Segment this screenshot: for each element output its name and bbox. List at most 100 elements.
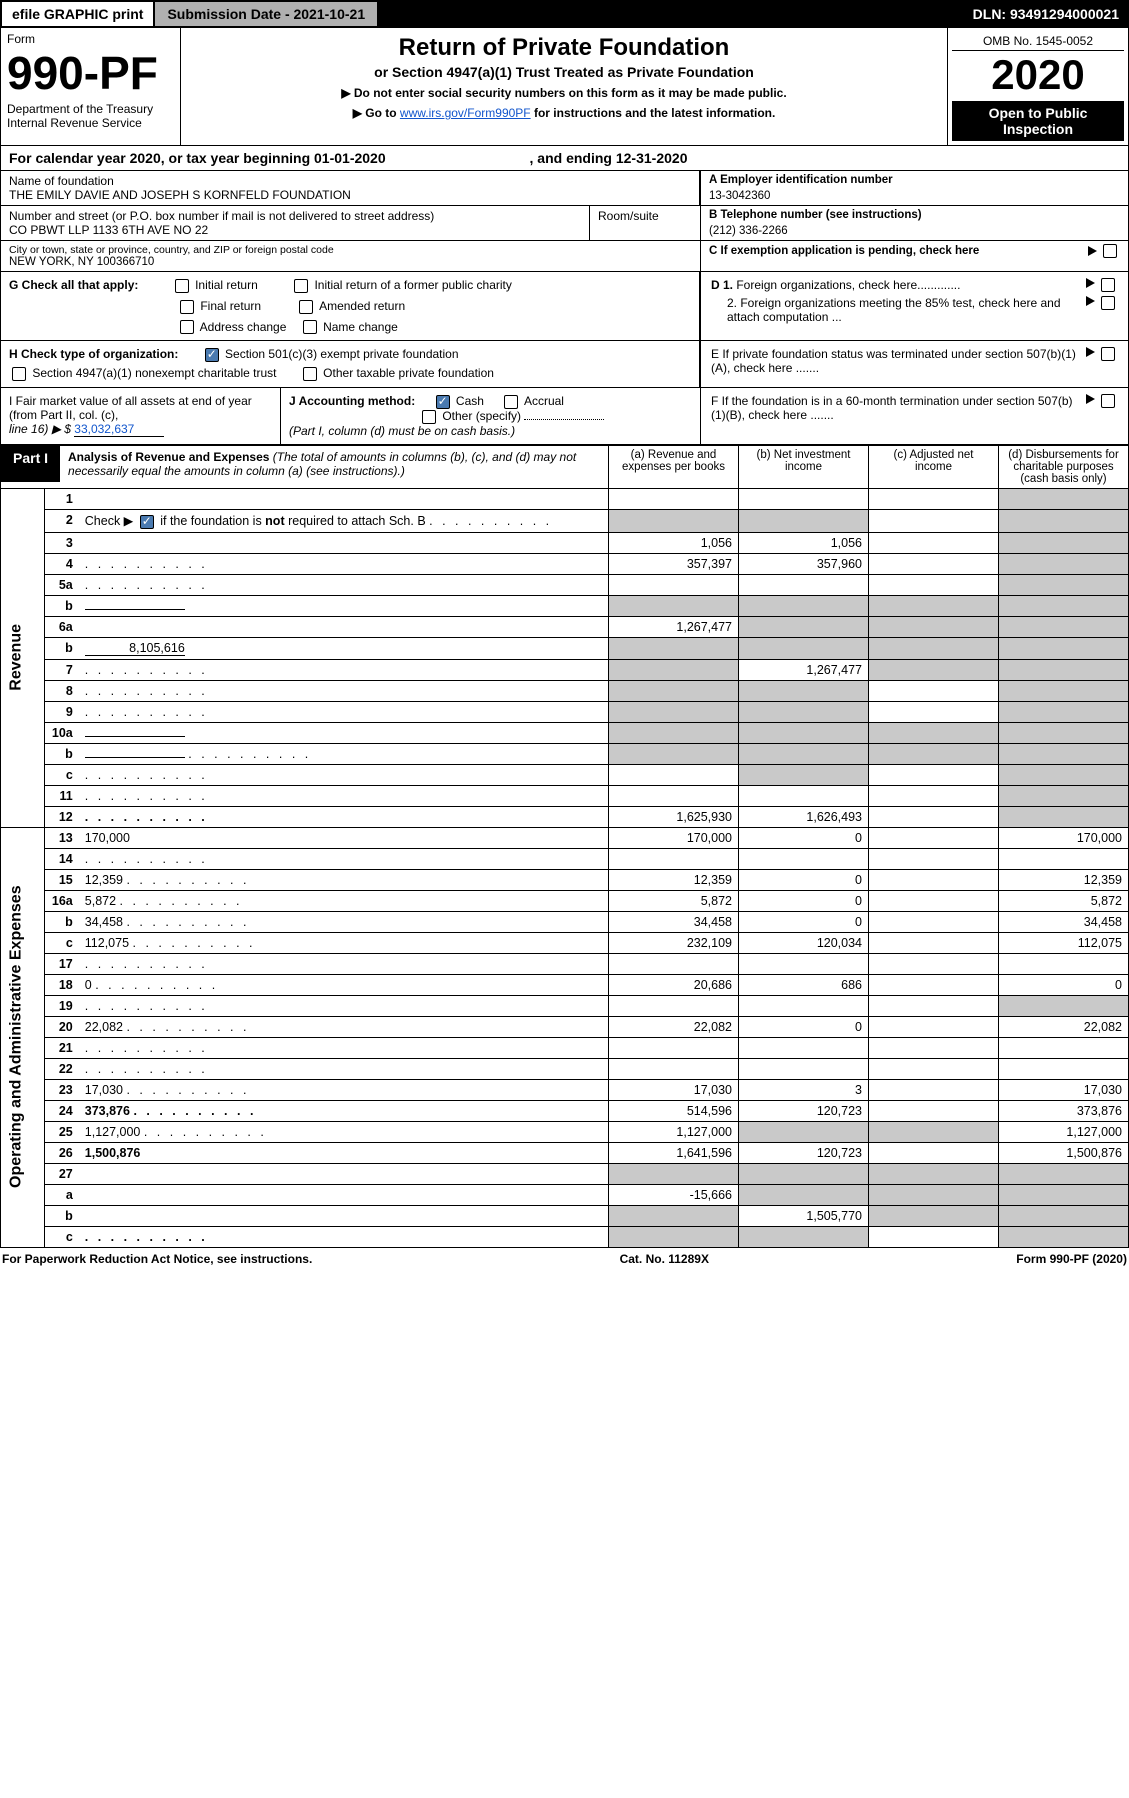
col-d-val: 1,127,000 xyxy=(999,1121,1129,1142)
col-d-val xyxy=(999,553,1129,574)
row-desc: Check ▶ if the foundation is not require… xyxy=(79,509,609,532)
table-row: 27 xyxy=(1,1163,1129,1184)
col-b-val: 1,056 xyxy=(739,532,869,553)
col-c: (c) Adjusted net income xyxy=(869,445,999,488)
g-name-change[interactable] xyxy=(303,320,317,334)
col-c-val xyxy=(869,827,999,848)
top-bar: efile GRAPHIC print Submission Date - 20… xyxy=(0,0,1129,28)
row-desc: 170,000 xyxy=(79,827,609,848)
j-accrual[interactable] xyxy=(504,395,518,409)
g-initial-return[interactable] xyxy=(175,279,189,293)
row-num: 24 xyxy=(45,1100,79,1121)
row-num: 17 xyxy=(45,953,79,974)
col-a-val: 357,397 xyxy=(609,553,739,574)
col-d-val xyxy=(999,743,1129,764)
row-desc xyxy=(79,1184,609,1205)
ein: 13-3042360 xyxy=(709,190,1120,202)
city: NEW YORK, NY 100366710 xyxy=(9,256,692,268)
form-number: 990-PF xyxy=(7,46,174,100)
col-d-val: 17,030 xyxy=(999,1079,1129,1100)
g-address-change[interactable] xyxy=(180,320,194,334)
col-a-val xyxy=(609,659,739,680)
row-num: b xyxy=(45,743,79,764)
col-b-val xyxy=(739,637,869,659)
j-cash[interactable] xyxy=(436,395,450,409)
col-a-val xyxy=(609,488,739,509)
col-d-val: 22,082 xyxy=(999,1016,1129,1037)
row-num: c xyxy=(45,932,79,953)
col-a-val: 170,000 xyxy=(609,827,739,848)
col-c-val xyxy=(869,680,999,701)
col-a-val xyxy=(609,1205,739,1226)
row-desc xyxy=(79,595,609,616)
table-row: 11 xyxy=(1,785,1129,806)
table-row: c xyxy=(1,1226,1129,1247)
row-num: 11 xyxy=(45,785,79,806)
col-a-val: 1,625,930 xyxy=(609,806,739,827)
f-checkbox[interactable] xyxy=(1101,394,1115,408)
col-b-val: 120,723 xyxy=(739,1100,869,1121)
instructions-link[interactable]: www.irs.gov/Form990PF xyxy=(400,106,531,120)
col-b-val: 3 xyxy=(739,1079,869,1100)
row-desc: 0 xyxy=(79,974,609,995)
row-num: b xyxy=(45,595,79,616)
col-b-val xyxy=(739,1058,869,1079)
col-a-val xyxy=(609,637,739,659)
h-other-taxable[interactable] xyxy=(303,367,317,381)
g-amended[interactable] xyxy=(299,300,313,314)
col-b-val: 357,960 xyxy=(739,553,869,574)
col-a-val: 12,359 xyxy=(609,869,739,890)
table-row: b 34,458 34,458 0 34,458 xyxy=(1,911,1129,932)
d2-checkbox[interactable] xyxy=(1101,296,1115,310)
col-c-val xyxy=(869,1163,999,1184)
col-d-val xyxy=(999,509,1129,532)
row-desc xyxy=(79,953,609,974)
col-a-val xyxy=(609,574,739,595)
form-word: Form xyxy=(7,32,174,46)
d1-checkbox[interactable] xyxy=(1101,278,1115,292)
table-row: Revenue 1 xyxy=(1,488,1129,509)
row-desc: 5,872 xyxy=(79,890,609,911)
table-row: 26 1,500,876 1,641,596 120,723 1,500,876 xyxy=(1,1142,1129,1163)
col-d: (d) Disbursements for charitable purpose… xyxy=(999,445,1129,488)
row-num: 20 xyxy=(45,1016,79,1037)
row-num: 4 xyxy=(45,553,79,574)
row-num: 15 xyxy=(45,869,79,890)
j-other[interactable] xyxy=(422,410,436,424)
col-c-val xyxy=(869,785,999,806)
h-4947[interactable] xyxy=(12,367,26,381)
c-checkbox[interactable] xyxy=(1103,244,1117,258)
g-initial-former[interactable] xyxy=(294,279,308,293)
col-d-val xyxy=(999,574,1129,595)
g-final-return[interactable] xyxy=(180,300,194,314)
row-desc: 8,105,616 xyxy=(79,637,609,659)
col-b-val xyxy=(739,1163,869,1184)
col-c-val xyxy=(869,806,999,827)
row-desc xyxy=(79,764,609,785)
table-row: 25 1,127,000 1,127,000 1,127,000 xyxy=(1,1121,1129,1142)
e-checkbox[interactable] xyxy=(1101,347,1115,361)
col-a-val: 22,082 xyxy=(609,1016,739,1037)
col-d-val xyxy=(999,785,1129,806)
col-b-val xyxy=(739,680,869,701)
table-row: 15 12,359 12,359 0 12,359 xyxy=(1,869,1129,890)
col-c-val xyxy=(869,995,999,1016)
col-d-val: 112,075 xyxy=(999,932,1129,953)
row-num: 26 xyxy=(45,1142,79,1163)
col-b-val xyxy=(739,616,869,637)
g-label: G Check all that apply: xyxy=(9,278,138,292)
table-row: 18 0 20,686 686 0 xyxy=(1,974,1129,995)
col-c-val xyxy=(869,869,999,890)
col-a: (a) Revenue and expenses per books xyxy=(609,445,739,488)
form-header: Form 990-PF Department of the Treasury I… xyxy=(0,28,1129,146)
table-row: c xyxy=(1,764,1129,785)
row-desc: 373,876 xyxy=(79,1100,609,1121)
table-row: b xyxy=(1,595,1129,616)
row-num: b xyxy=(45,1205,79,1226)
h-501c3[interactable] xyxy=(205,348,219,362)
col-d-val xyxy=(999,806,1129,827)
col-b-val xyxy=(739,574,869,595)
col-c-val xyxy=(869,1058,999,1079)
row-desc xyxy=(79,553,609,574)
col-d-val: 34,458 xyxy=(999,911,1129,932)
